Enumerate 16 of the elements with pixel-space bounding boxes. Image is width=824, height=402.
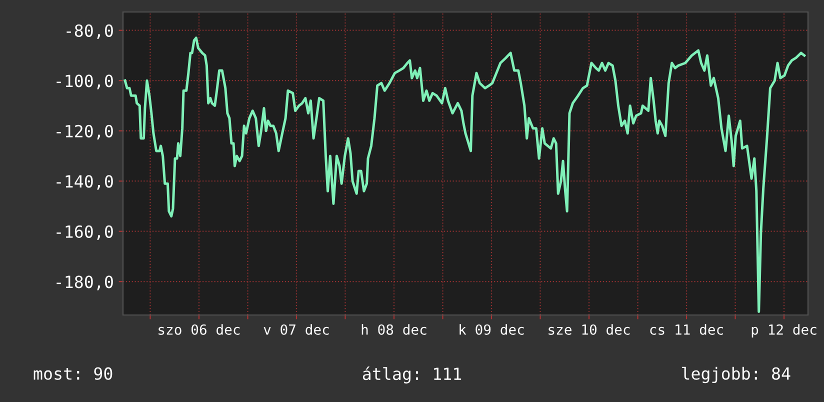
x-tick-label: sze 10 dec xyxy=(548,324,630,335)
x-tick-label: v 07 dec xyxy=(264,324,329,335)
y-tick-label: -120,0 xyxy=(56,124,113,140)
y-tick-label: -160,0 xyxy=(56,225,113,240)
x-tick-label: h 08 dec xyxy=(362,324,426,335)
x-tick-label: p 12 dec xyxy=(752,324,816,338)
x-tick-label: cs 11 dec xyxy=(650,324,723,335)
x-tick-label: szo 06 dec xyxy=(158,324,240,335)
text: most: 90 xyxy=(34,367,112,380)
text: átlag: 111 xyxy=(362,366,462,384)
y-tick-label: -100,0 xyxy=(56,74,113,90)
y-tick-label: -180,0 xyxy=(56,276,113,290)
text: legjobb: 84 xyxy=(682,366,790,384)
x-tick-label: k 09 dec xyxy=(460,324,524,335)
y-tick-label: -140,0 xyxy=(56,175,113,190)
y-tick-label: -80,0 xyxy=(66,24,113,40)
